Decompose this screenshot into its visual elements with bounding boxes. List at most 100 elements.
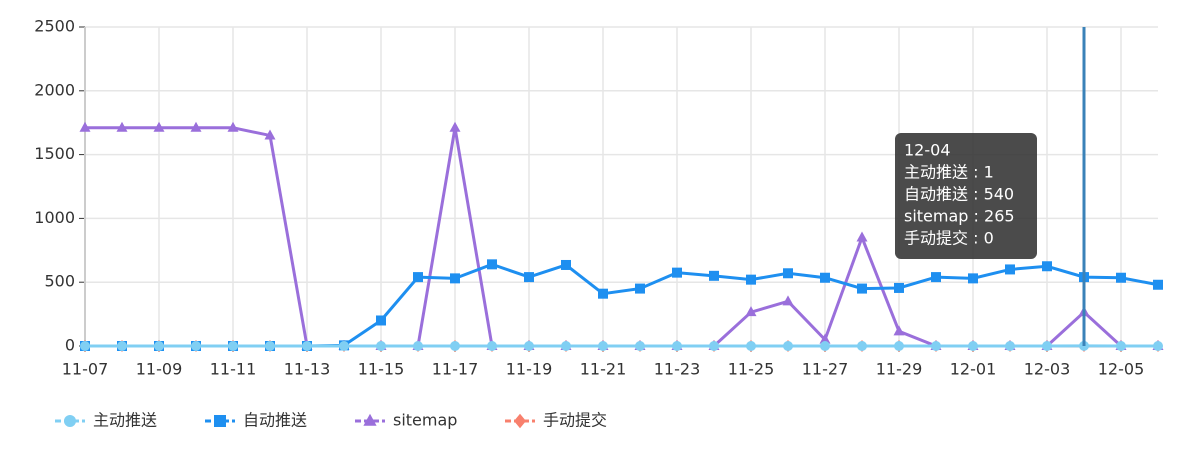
y-tick-label: 0 bbox=[65, 336, 75, 355]
legend-marker bbox=[363, 413, 377, 426]
legend-label: 主动推送 bbox=[93, 411, 157, 430]
data-point bbox=[154, 341, 164, 351]
data-point bbox=[413, 272, 423, 283]
data-point bbox=[561, 259, 571, 270]
data-point bbox=[894, 341, 904, 351]
y-tick-label: 1500 bbox=[34, 144, 75, 163]
data-point bbox=[376, 315, 386, 326]
data-point bbox=[968, 341, 978, 351]
legend-label: 手动提交 bbox=[543, 411, 607, 430]
data-point bbox=[1153, 341, 1163, 351]
data-point bbox=[820, 272, 830, 283]
data-point bbox=[487, 259, 497, 270]
x-tick-label: 11-19 bbox=[506, 360, 553, 379]
data-point bbox=[450, 273, 460, 284]
data-point bbox=[1042, 341, 1052, 351]
legend-marker bbox=[64, 415, 76, 427]
data-point bbox=[709, 270, 719, 281]
data-point bbox=[672, 267, 682, 278]
x-tick-label: 11-21 bbox=[580, 360, 627, 379]
x-tick-label: 11-11 bbox=[210, 360, 257, 379]
data-point bbox=[1005, 341, 1015, 351]
data-point bbox=[302, 341, 312, 351]
data-point bbox=[1116, 272, 1126, 283]
data-point bbox=[1116, 341, 1126, 351]
data-point bbox=[116, 121, 128, 132]
tooltip-line: 自动推送 : 540 bbox=[904, 185, 1014, 204]
data-point bbox=[449, 121, 461, 132]
data-point bbox=[931, 341, 941, 351]
data-point bbox=[153, 121, 165, 132]
tooltip: 12-04 主动推送 : 1 自动推送 : 540 sitemap : 265 手动提交… bbox=[895, 133, 1037, 259]
data-point bbox=[819, 333, 831, 344]
tooltip-title: 12-04 bbox=[904, 141, 951, 160]
data-point bbox=[80, 341, 90, 351]
data-point bbox=[820, 341, 830, 351]
data-point bbox=[598, 341, 608, 351]
data-point bbox=[931, 272, 941, 283]
data-point bbox=[745, 306, 757, 317]
x-tick-label: 12-03 bbox=[1024, 360, 1071, 379]
y-tick-label: 500 bbox=[44, 272, 75, 291]
data-point bbox=[450, 341, 460, 351]
legend-marker bbox=[514, 413, 526, 429]
data-point bbox=[524, 272, 534, 283]
x-tick-label: 11-29 bbox=[876, 360, 923, 379]
data-point bbox=[635, 283, 645, 294]
data-point bbox=[782, 295, 794, 306]
tooltip-box bbox=[895, 133, 1037, 259]
data-point bbox=[783, 268, 793, 279]
x-tick-label: 12-01 bbox=[950, 360, 997, 379]
data-point bbox=[487, 341, 497, 351]
data-point bbox=[190, 121, 202, 132]
data-point bbox=[598, 288, 608, 299]
x-tick-label: 11-27 bbox=[802, 360, 849, 379]
y-tick-label: 2000 bbox=[34, 80, 75, 99]
tooltip-line: 主动推送 : 1 bbox=[904, 163, 994, 182]
data-point bbox=[79, 121, 91, 132]
data-point bbox=[857, 283, 867, 294]
data-point bbox=[228, 341, 238, 351]
data-point bbox=[376, 341, 386, 351]
y-tick-label: 1000 bbox=[34, 208, 75, 227]
data-point bbox=[1042, 261, 1052, 272]
legend-label: 自动推送 bbox=[243, 411, 307, 430]
legend-marker bbox=[214, 415, 226, 427]
data-point bbox=[264, 129, 276, 140]
data-point bbox=[893, 325, 905, 336]
x-tick-label: 11-07 bbox=[62, 360, 109, 379]
data-point bbox=[857, 341, 867, 351]
legend-label: sitemap bbox=[393, 411, 457, 430]
y-tick-label: 2500 bbox=[34, 17, 75, 36]
data-point bbox=[709, 341, 719, 351]
x-tick-label: 11-25 bbox=[728, 360, 775, 379]
x-tick-label: 11-09 bbox=[136, 360, 183, 379]
data-point bbox=[968, 273, 978, 284]
data-point bbox=[635, 341, 645, 351]
data-point bbox=[561, 341, 571, 351]
x-tick-label: 11-17 bbox=[432, 360, 479, 379]
x-tick-label: 12-05 bbox=[1098, 360, 1145, 379]
series-line bbox=[85, 262, 1159, 348]
x-tick-label: 11-13 bbox=[284, 360, 331, 379]
data-point bbox=[339, 341, 349, 351]
x-tick-label: 11-15 bbox=[358, 360, 405, 379]
data-point bbox=[783, 341, 793, 351]
data-point bbox=[117, 341, 127, 351]
tooltip-line: 手动提交 : 0 bbox=[904, 229, 994, 248]
tooltip-line: sitemap : 265 bbox=[904, 207, 1015, 226]
data-point bbox=[1153, 279, 1163, 290]
data-point bbox=[746, 274, 756, 285]
data-point bbox=[265, 341, 275, 351]
x-tick-label: 11-23 bbox=[654, 360, 701, 379]
data-point bbox=[746, 341, 756, 351]
data-point bbox=[856, 231, 868, 242]
data-point bbox=[227, 121, 239, 132]
data-point bbox=[1005, 264, 1015, 275]
data-point bbox=[191, 341, 201, 351]
data-point bbox=[413, 341, 423, 351]
data-point bbox=[524, 341, 534, 351]
data-point bbox=[672, 341, 682, 351]
data-point bbox=[894, 282, 904, 293]
